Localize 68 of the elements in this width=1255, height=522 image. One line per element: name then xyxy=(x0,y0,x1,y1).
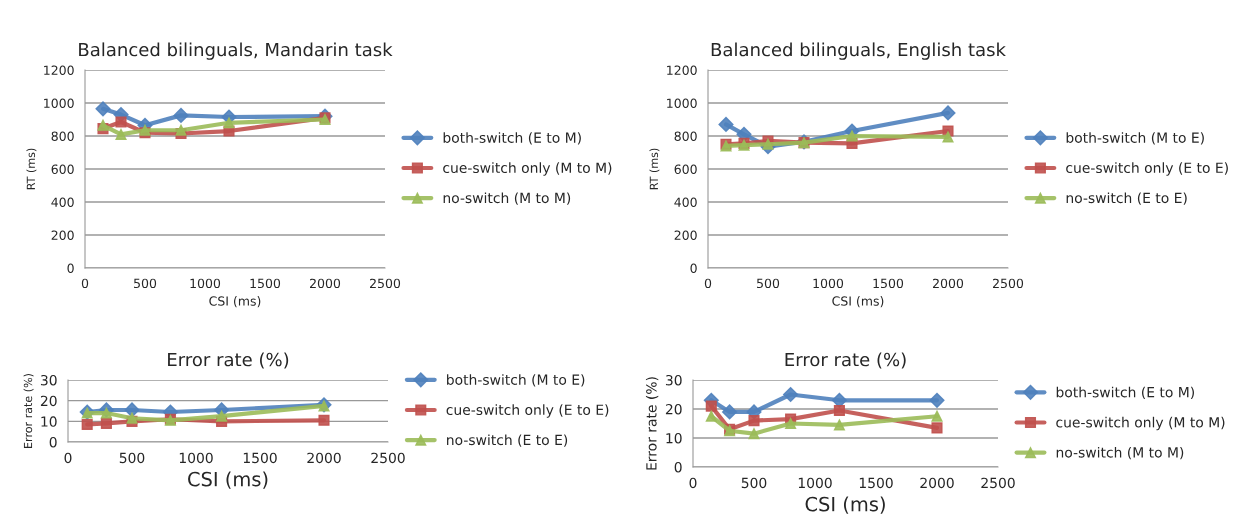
chart-title: Balanced bilinguals, Mandarin task xyxy=(79,42,393,60)
x-tick-label: 500 xyxy=(119,452,145,464)
y-tick-label: 30 xyxy=(40,374,57,386)
legend-label: both-switch (E to M) xyxy=(443,132,581,145)
x-tick-label: 1500 xyxy=(873,278,904,289)
y-axis-title: Error rate (%) xyxy=(645,377,659,470)
legend-label: both-switch (M to E) xyxy=(1066,132,1204,145)
y-tick-label: 10 xyxy=(666,432,682,444)
y-tick-label: 800 xyxy=(674,131,697,141)
y-axis-title: RT (ms) xyxy=(26,148,37,190)
x-tick-label: 0 xyxy=(704,278,712,289)
y-tick-label: 200 xyxy=(674,230,697,240)
legend-label: no-switch (E to E) xyxy=(1066,192,1187,205)
y-tick-label: 0 xyxy=(690,263,697,273)
legend-label: no-switch (E to E) xyxy=(447,434,568,447)
chart-title: Balanced bilinguals, English task xyxy=(711,42,1006,60)
y-tick-label: 30 xyxy=(665,374,682,386)
x-tick-label: 1500 xyxy=(250,278,281,289)
x-tick-label: 500 xyxy=(134,278,157,289)
legend-label: both-switch (M to E) xyxy=(447,374,585,387)
y-tick-label: 0 xyxy=(49,436,57,448)
y-tick-label: 1000 xyxy=(44,98,74,108)
y-tick-label: 400 xyxy=(674,197,697,207)
x-tick-label: 2500 xyxy=(993,278,1024,289)
y-tick-label: 200 xyxy=(51,230,74,240)
legend-label: cue-switch only (M to M) xyxy=(443,162,612,176)
chart-title: Error rate (%) xyxy=(168,352,289,369)
x-tick-label: 1000 xyxy=(179,452,213,464)
x-tick-label: 500 xyxy=(757,278,780,289)
legend-label: cue-switch only (E to E) xyxy=(1066,162,1228,176)
x-axis-title: CSI (ms) xyxy=(832,296,884,308)
x-tick-label: 1000 xyxy=(813,278,844,289)
x-axis-title: CSI (ms) xyxy=(188,471,268,489)
x-tick-label: 1000 xyxy=(190,278,221,289)
x-tick-label: 1500 xyxy=(859,477,893,489)
x-tick-label: 1000 xyxy=(798,477,832,489)
x-tick-label: 2000 xyxy=(307,452,341,464)
y-tick-label: 10 xyxy=(41,416,57,427)
legend-label: both-switch (E to M) xyxy=(1056,386,1194,400)
y-tick-label: 1200 xyxy=(667,65,697,75)
x-tick-label: 1500 xyxy=(243,452,277,464)
legend-label: no-switch (M to M) xyxy=(1056,446,1184,460)
y-tick-label: 800 xyxy=(51,131,74,141)
y-tick-label: 600 xyxy=(674,164,697,174)
y-tick-label: 0 xyxy=(67,263,74,273)
y-tick-label: 0 xyxy=(674,461,682,473)
x-tick-label: 2500 xyxy=(981,477,1015,489)
x-tick-label: 2000 xyxy=(920,477,954,489)
y-tick-label: 1200 xyxy=(44,65,74,75)
legend-label: cue-switch only (M to M) xyxy=(1056,416,1225,431)
x-tick-label: 2000 xyxy=(310,278,341,289)
y-tick-label: 1000 xyxy=(667,98,697,108)
y-tick-label: 600 xyxy=(51,164,74,174)
x-axis-title: CSI (ms) xyxy=(805,496,885,514)
x-tick-label: 500 xyxy=(741,477,767,489)
chart-title: Error rate (%) xyxy=(785,352,906,369)
x-tick-label: 0 xyxy=(81,278,89,289)
legend-label: no-switch (M to M) xyxy=(443,192,571,205)
x-tick-label: 2000 xyxy=(933,278,964,289)
y-axis-title: Error rate (%) xyxy=(23,373,34,448)
y-tick-label: 20 xyxy=(40,395,57,407)
legend-label: cue-switch only (E to E) xyxy=(446,404,609,418)
y-tick-label: 20 xyxy=(665,403,682,415)
y-tick-label: 400 xyxy=(51,197,74,207)
x-axis-title: CSI (ms) xyxy=(209,296,261,308)
y-axis-title: RT (ms) xyxy=(649,148,660,190)
x-tick-label: 2500 xyxy=(370,278,401,289)
x-tick-label: 2500 xyxy=(371,452,405,464)
